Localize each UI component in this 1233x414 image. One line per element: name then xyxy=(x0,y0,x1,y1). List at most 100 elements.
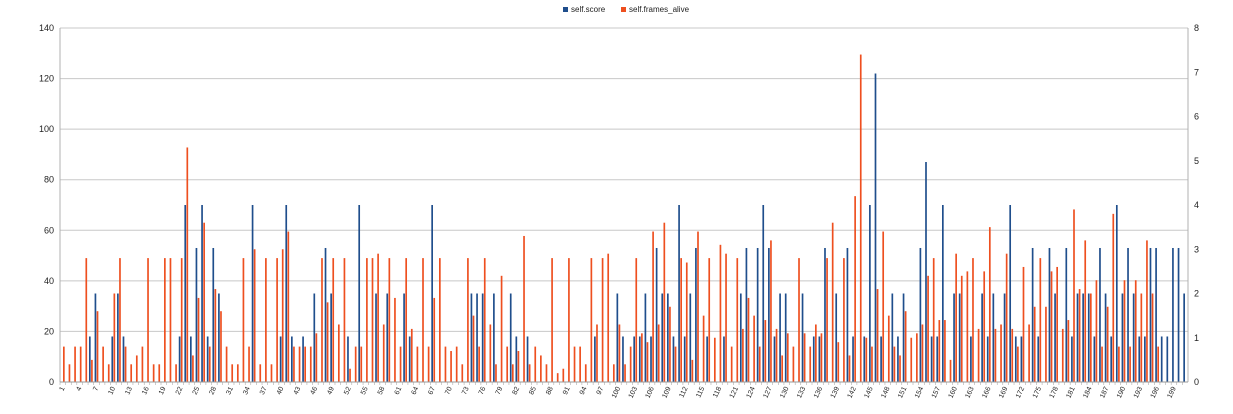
x-tick-label: 43 xyxy=(293,386,303,396)
x-tick-label: 97 xyxy=(596,386,606,396)
x-tick-label: 154 xyxy=(914,386,925,400)
x-tick-label: 163 xyxy=(964,386,975,400)
bar-self-score xyxy=(218,293,220,382)
bar-self-frames-alive xyxy=(1134,280,1137,382)
y-left-tick-label: 60 xyxy=(44,225,54,235)
bar-self-score xyxy=(195,247,198,382)
bar-self-score xyxy=(739,293,742,382)
bar-self-score xyxy=(1110,336,1113,382)
bar-self-score xyxy=(279,336,282,382)
bar-self-frames-alive xyxy=(618,324,621,382)
bar-self-score xyxy=(431,205,433,382)
bar-self-score xyxy=(958,293,961,382)
bar-self-frames-alive xyxy=(1140,293,1143,382)
x-tick-label: 31 xyxy=(225,386,235,396)
bar-self-frames-alive xyxy=(674,346,677,382)
bar-self-score xyxy=(526,336,529,382)
x-tick-label: 103 xyxy=(628,386,639,400)
bar-self-score xyxy=(1020,336,1023,382)
x-tick-label: 121 xyxy=(729,386,740,400)
bar-self-frames-alive xyxy=(1005,253,1008,382)
y-left-tick-label: 140 xyxy=(39,23,54,33)
bar-self-score xyxy=(762,205,765,382)
bar-self-score xyxy=(1071,336,1073,382)
y-left-tick-label: 0 xyxy=(49,377,54,387)
x-tick-label: 193 xyxy=(1133,386,1144,400)
x-tick-label: 181 xyxy=(1065,386,1076,400)
bar-self-frames-alive xyxy=(876,289,879,382)
bar-self-frames-alive xyxy=(629,346,632,382)
bar-self-score xyxy=(745,247,748,382)
bar-self-frames-alive xyxy=(624,364,626,382)
bar-self-frames-alive xyxy=(102,346,104,382)
bar-self-frames-alive xyxy=(405,258,408,382)
bar-self-score xyxy=(1014,336,1017,382)
x-tick-label: 190 xyxy=(1116,386,1127,400)
bar-self-score xyxy=(111,336,114,382)
x-tick-label: 16 xyxy=(141,386,151,396)
bar-self-frames-alive xyxy=(472,315,475,383)
bar-self-frames-alive xyxy=(96,311,99,382)
x-tick-label: 85 xyxy=(528,386,538,396)
bar-self-frames-alive xyxy=(186,147,189,382)
x-tick-label: 61 xyxy=(394,386,404,396)
bar-self-frames-alive xyxy=(147,258,149,382)
x-tick-label: 25 xyxy=(192,386,202,396)
bar-self-score xyxy=(667,293,669,382)
bar-self-score xyxy=(1082,293,1084,382)
bar-self-score xyxy=(117,293,119,382)
bar-self-frames-alive xyxy=(478,346,480,382)
bar-self-frames-alive xyxy=(467,258,469,382)
bar-self-score xyxy=(1166,336,1169,382)
bar-self-frames-alive xyxy=(242,258,245,382)
y-left-tick-label: 120 xyxy=(39,74,54,84)
bar-self-frames-alive xyxy=(1028,324,1030,382)
x-tick-label: 118 xyxy=(712,386,723,399)
bar-self-frames-alive xyxy=(596,324,598,382)
bar-self-frames-alive xyxy=(893,346,896,382)
bar-self-score xyxy=(650,336,652,382)
bar-self-frames-alive xyxy=(854,196,856,382)
bar-self-frames-alive xyxy=(730,346,733,382)
bar-self-frames-alive xyxy=(169,258,172,382)
bar-self-frames-alive xyxy=(298,346,301,382)
bar-self-frames-alive xyxy=(781,355,784,382)
bar-self-frames-alive xyxy=(495,364,497,382)
bar-self-score xyxy=(672,336,675,382)
bar-self-frames-alive xyxy=(719,244,722,382)
bar-self-frames-alive xyxy=(770,240,772,382)
bar-self-frames-alive xyxy=(439,258,441,382)
x-tick-label: 139 xyxy=(830,386,841,400)
bar-self-score xyxy=(970,336,972,382)
bar-self-score xyxy=(992,293,995,382)
bar-self-score xyxy=(302,336,304,382)
bar-self-frames-alive xyxy=(1151,293,1154,382)
bar-self-frames-alive xyxy=(528,364,531,382)
bar-self-score xyxy=(122,336,125,382)
bar-self-frames-alive xyxy=(1129,346,1131,382)
bar-self-score xyxy=(683,336,686,382)
x-tick-label: 73 xyxy=(461,386,471,396)
bar-self-frames-alive xyxy=(753,315,755,383)
x-tick-label: 160 xyxy=(948,386,959,400)
x-tick-label: 106 xyxy=(645,386,656,400)
bar-self-score xyxy=(476,293,478,382)
bar-self-frames-alive xyxy=(949,359,952,383)
bar-self-frames-alive xyxy=(568,258,570,382)
bar-self-frames-alive xyxy=(641,333,643,382)
bar-self-frames-alive xyxy=(450,351,452,382)
bar-self-frames-alive xyxy=(887,315,890,383)
bar-self-frames-alive xyxy=(1095,280,1098,382)
bar-self-frames-alive xyxy=(747,297,750,382)
bar-self-frames-alive xyxy=(601,258,604,382)
bar-self-frames-alive xyxy=(758,346,761,382)
bar-self-frames-alive xyxy=(248,346,250,382)
bar-self-score xyxy=(1031,247,1034,382)
bar-self-score xyxy=(835,293,838,382)
y-right-tick-label: 7 xyxy=(1194,67,1199,77)
bar-self-frames-alive xyxy=(332,258,335,382)
bar-self-frames-alive xyxy=(865,337,868,382)
bar-self-frames-alive xyxy=(1039,258,1042,382)
bar-self-frames-alive xyxy=(410,328,413,382)
bar-self-frames-alive xyxy=(1000,324,1002,382)
